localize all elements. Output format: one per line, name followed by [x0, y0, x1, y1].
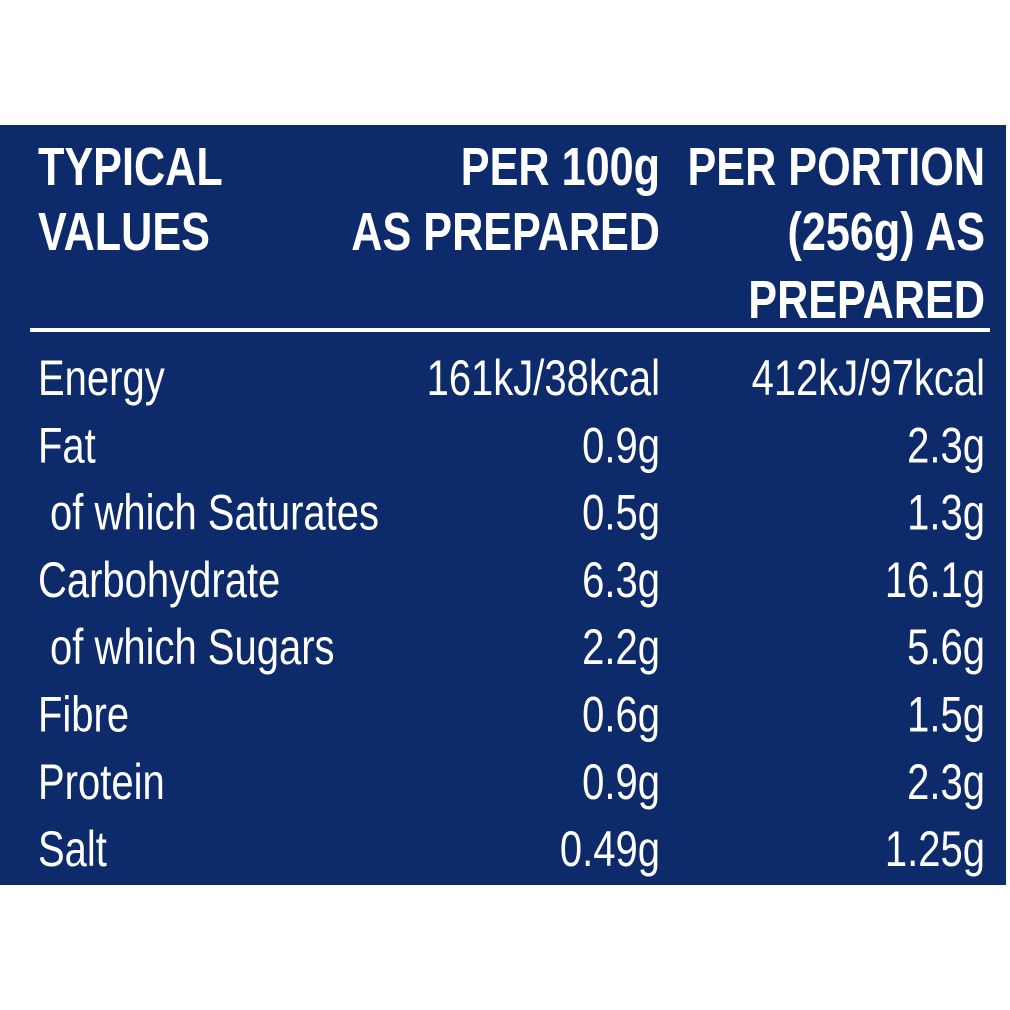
header-text-group: PER PORTION	[688, 138, 985, 198]
nutrient-value-group: 0.6g	[582, 686, 660, 742]
nutrient-value: 0.49g	[560, 821, 660, 877]
nutrient-name-group: Carbohydrate	[38, 552, 280, 608]
nutrient-name-group: Protein	[38, 754, 165, 810]
nutrient-name: of which Saturates	[50, 484, 379, 540]
nutrient-value-group: 412kJ/97kcal	[752, 350, 985, 406]
nutrient-value-group: 1.3g	[907, 484, 985, 540]
label-panel	[0, 125, 1006, 885]
nutrient-value-group: 0.9g	[582, 754, 660, 810]
header-text-group: (256g) AS	[787, 203, 985, 263]
nutrient-value: 0.6g	[582, 686, 660, 742]
nutrient-name-group: Energy	[38, 350, 165, 406]
nutrient-value: 0.5g	[582, 484, 660, 540]
nutrient-value: 2.3g	[907, 417, 985, 473]
nutrient-value: 2.3g	[907, 754, 985, 810]
nutrient-name: of which Sugars	[50, 619, 335, 675]
nutrient-value-group: 1.25g	[885, 821, 985, 877]
nutrient-name: Fat	[38, 417, 96, 473]
header-text: PREPARED	[748, 271, 985, 331]
header-text-group: AS PREPARED	[351, 203, 660, 263]
nutrient-name: Energy	[38, 350, 165, 406]
header-text: PER PORTION	[688, 138, 985, 198]
nutrient-value: 5.6g	[907, 619, 985, 675]
nutrient-value: 1.5g	[907, 686, 985, 742]
nutrient-value: 0.9g	[582, 417, 660, 473]
header-text-group: VALUES	[38, 203, 210, 263]
header-text-group: PER 100g	[461, 138, 660, 198]
nutrient-value-group: 0.5g	[582, 484, 660, 540]
nutrient-value-group: 1.5g	[907, 686, 985, 742]
nutrient-value-group: 2.2g	[582, 619, 660, 675]
nutrient-name-group: Salt	[38, 821, 107, 877]
nutrient-value-group: 0.49g	[560, 821, 660, 877]
header-text: TYPICAL	[38, 138, 223, 198]
nutrient-value: 1.25g	[885, 821, 985, 877]
nutrient-value: 16.1g	[885, 552, 985, 608]
nutrient-value: 2.2g	[582, 619, 660, 675]
nutrient-name-group: of which Saturates	[50, 484, 379, 540]
header-text: (256g) AS	[787, 203, 985, 263]
nutrient-value-group: 2.3g	[907, 754, 985, 810]
header-text: AS PREPARED	[351, 203, 660, 263]
nutrient-value: 6.3g	[582, 552, 660, 608]
nutrient-name-group: Fibre	[38, 686, 129, 742]
header-text-group: TYPICAL	[38, 138, 223, 198]
nutrient-name: Salt	[38, 821, 107, 877]
header-text: PER 100g	[461, 138, 660, 198]
nutrient-name: Carbohydrate	[38, 552, 280, 608]
nutrient-name: Fibre	[38, 686, 129, 742]
nutrient-value-group: 5.6g	[907, 619, 985, 675]
nutrient-value: 0.9g	[582, 754, 660, 810]
nutrient-value: 161kJ/38kcal	[427, 350, 660, 406]
nutrient-value-group: 16.1g	[885, 552, 985, 608]
header-text-group: PREPARED	[748, 271, 985, 331]
nutrient-value: 412kJ/97kcal	[752, 350, 985, 406]
header-text: VALUES	[38, 203, 210, 263]
nutrient-value-group: 0.9g	[582, 417, 660, 473]
nutrient-value: 1.3g	[907, 484, 985, 540]
divider	[30, 328, 990, 332]
nutrient-value-group: 2.3g	[907, 417, 985, 473]
nutrient-value-group: 161kJ/38kcal	[427, 350, 660, 406]
nutrient-name: Protein	[38, 754, 165, 810]
nutrient-name-group: Fat	[38, 417, 96, 473]
nutrient-name-group: of which Sugars	[50, 619, 335, 675]
nutrient-value-group: 6.3g	[582, 552, 660, 608]
